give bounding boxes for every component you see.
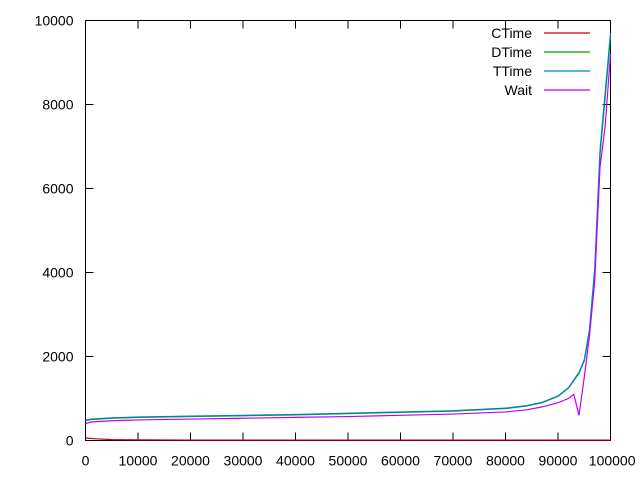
x-tick-label: 50000 bbox=[329, 453, 368, 469]
x-tick-label: 60000 bbox=[381, 453, 420, 469]
y-tick-label: 0 bbox=[66, 433, 74, 449]
series-line-ttime bbox=[85, 33, 612, 421]
legend-label-ttime: TTime bbox=[493, 63, 532, 79]
x-tick-label: 0 bbox=[82, 453, 90, 469]
y-tick-label: 10000 bbox=[35, 13, 74, 29]
x-tick-label: 90000 bbox=[539, 453, 578, 469]
series-line-ctime bbox=[85, 437, 611, 441]
y-axis: 0 2000 4000 6000 8000 10000 bbox=[35, 13, 611, 449]
x-tick-label: 30000 bbox=[224, 453, 263, 469]
series-line-wait bbox=[85, 54, 612, 425]
legend-label-dtime: DTime bbox=[491, 44, 532, 60]
x-tick-label: 20000 bbox=[171, 453, 210, 469]
y-tick-label: 2000 bbox=[42, 349, 73, 365]
x-tick-label: 70000 bbox=[434, 453, 473, 469]
x-tick-label: 40000 bbox=[276, 453, 315, 469]
legend: CTime DTime TTime Wait bbox=[491, 25, 590, 98]
legend-label-wait: Wait bbox=[505, 82, 533, 98]
y-tick-label: 8000 bbox=[42, 97, 73, 113]
x-axis: 0 10000 20000 30000 40000 50000 60000 70000 8000… bbox=[82, 20, 636, 469]
legend-label-ctime: CTime bbox=[491, 25, 532, 41]
series-group bbox=[85, 33, 612, 441]
x-tick-label: 80000 bbox=[486, 453, 525, 469]
y-tick-label: 6000 bbox=[42, 181, 73, 197]
x-tick-label: 100000 bbox=[589, 453, 636, 469]
y-tick-label: 4000 bbox=[42, 265, 73, 281]
x-tick-label: 10000 bbox=[119, 453, 158, 469]
